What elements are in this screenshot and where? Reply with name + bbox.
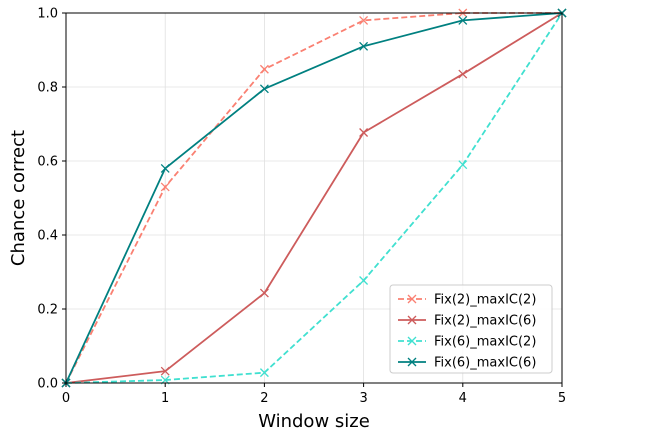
series-line — [65, 12, 563, 384]
series-line — [65, 12, 562, 384]
series-line — [65, 12, 563, 384]
x-axis-label: Window size — [258, 411, 370, 432]
x-tick-label: 3 — [359, 391, 367, 406]
legend-item: Fix(2)_maxIC(2) — [398, 293, 536, 308]
legend-item: Fix(2)_maxIC(6) — [398, 314, 536, 329]
data-point-marker — [259, 288, 269, 298]
legend-label: Fix(6)_maxIC(6) — [434, 356, 536, 371]
data-point-marker — [259, 84, 269, 94]
x-tick-label: 0 — [62, 391, 70, 406]
legend-label: Fix(2)_maxIC(6) — [434, 314, 536, 329]
series-4 — [61, 8, 567, 388]
legend: Fix(2)_maxIC(2) Fix(2)_maxIC(6) Fix(6)_max… — [389, 284, 553, 374]
legend-box — [389, 284, 553, 374]
y-tick-label: 0.8 — [37, 81, 58, 96]
data-point-marker — [359, 128, 369, 137]
y-tick-label: 1.0 — [37, 7, 58, 22]
series-layer — [61, 8, 567, 388]
data-point-marker — [458, 15, 468, 25]
y-tick-label: 0.0 — [37, 377, 58, 392]
x-tick-label: 1 — [161, 391, 169, 406]
data-point-marker — [359, 41, 369, 51]
data-point-marker — [458, 69, 468, 79]
legend-marker — [407, 357, 417, 367]
data-point-marker — [160, 163, 170, 173]
data-point-marker — [259, 368, 269, 378]
y-tick-label: 0.2 — [37, 303, 58, 318]
data-point-marker — [458, 160, 468, 170]
y-tick-label: 0.4 — [37, 229, 58, 244]
x-tick-label: 4 — [459, 391, 467, 406]
legend-label: Fix(6)_maxIC(2) — [434, 335, 536, 350]
y-axis-label: Chance correct — [8, 130, 29, 266]
data-point-marker — [359, 15, 369, 25]
data-point-marker — [160, 366, 170, 376]
x-tick-label: 5 — [558, 391, 566, 406]
legend-marker — [407, 315, 417, 325]
legend-item: Fix(6)_maxIC(2) — [398, 335, 536, 350]
legend-item: Fix(6)_maxIC(6) — [398, 356, 536, 371]
legend-label: Fix(2)_maxIC(2) — [434, 293, 536, 308]
x-tick-label: 2 — [260, 391, 268, 406]
plot-frame — [65, 12, 563, 384]
tick-layer: 0 1 2 3 4 5 0.0 0.2 0.4 0.6 0.8 1.0 — [37, 7, 566, 407]
y-tick-label: 0.6 — [37, 155, 58, 170]
legend-marker — [407, 336, 417, 346]
data-point-marker — [259, 64, 269, 74]
data-point-marker — [160, 182, 170, 192]
data-point-marker — [359, 276, 369, 285]
legend-marker — [407, 294, 417, 304]
series-line — [65, 12, 563, 384]
